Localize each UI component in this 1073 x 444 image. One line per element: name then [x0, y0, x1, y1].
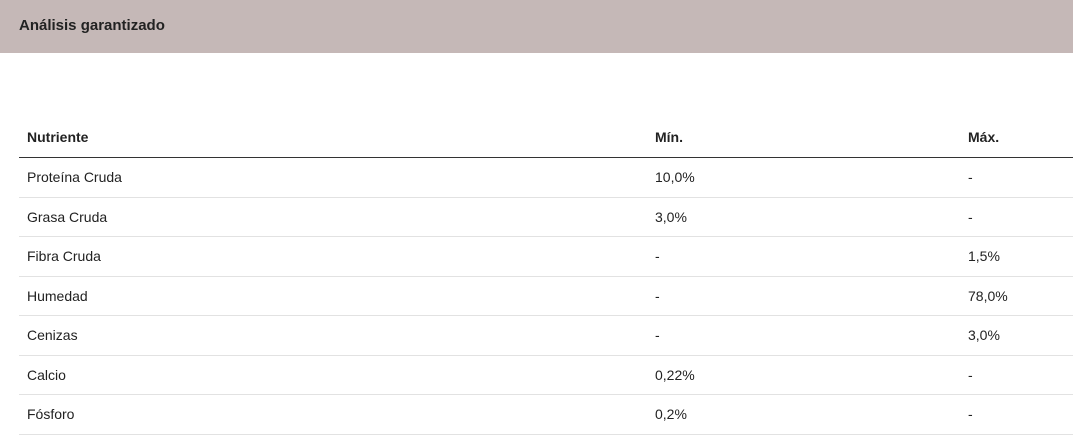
table-cell: 0,22% — [655, 366, 695, 383]
table-row: Fósforo 0,2% - — [19, 395, 1073, 435]
table-cell: 1,5% — [968, 248, 1000, 264]
table-cell: - — [655, 248, 660, 264]
table-row: Calcio 0,22% - — [19, 356, 1073, 395]
table-cell: Fibra Cruda — [27, 248, 101, 264]
table-cell: Grasa Cruda — [27, 208, 108, 225]
table-cell: 0,2% — [655, 406, 687, 422]
table-header-row: Nutriente Mín. Máx. — [19, 117, 1073, 158]
column-header: Mín. — [655, 129, 683, 145]
table-cell: 3,0% — [655, 208, 687, 225]
table-cell: - — [655, 327, 660, 343]
column-header: Nutriente — [27, 129, 89, 145]
table-cell: 10,0% — [655, 169, 695, 185]
table-row: Cenizas - 3,0% — [19, 316, 1073, 356]
table-cell: Cenizas — [27, 327, 78, 343]
table-cell: 3,0% — [968, 327, 1000, 343]
table-cell: 78,0% — [968, 287, 1008, 304]
table-cell: Proteína Cruda — [27, 169, 122, 185]
section-header: Análisis garantizado — [0, 0, 1073, 53]
table-cell: Fósforo — [27, 406, 75, 422]
column-header: Máx. — [968, 129, 1000, 145]
table-row: Fibra Cruda - 1,5% — [19, 237, 1073, 277]
section-title: Análisis garantizado — [19, 17, 165, 34]
table-row: Proteína Cruda 10,0% - — [19, 158, 1073, 198]
table-row: Grasa Cruda 3,0% - — [19, 198, 1073, 237]
table-cell: - — [968, 169, 973, 185]
table-cell: Calcio — [27, 366, 66, 383]
table-row: Humedad - 78,0% — [19, 277, 1073, 316]
nutrient-table: Nutriente Mín. Máx. Proteína Cruda 10,0% - Gra… — [19, 117, 1073, 435]
table-cell: - — [655, 287, 660, 304]
table-cell: Humedad — [27, 287, 88, 304]
table-cell: - — [968, 406, 973, 422]
table-cell: - — [968, 208, 973, 225]
table-cell: - — [968, 366, 973, 383]
